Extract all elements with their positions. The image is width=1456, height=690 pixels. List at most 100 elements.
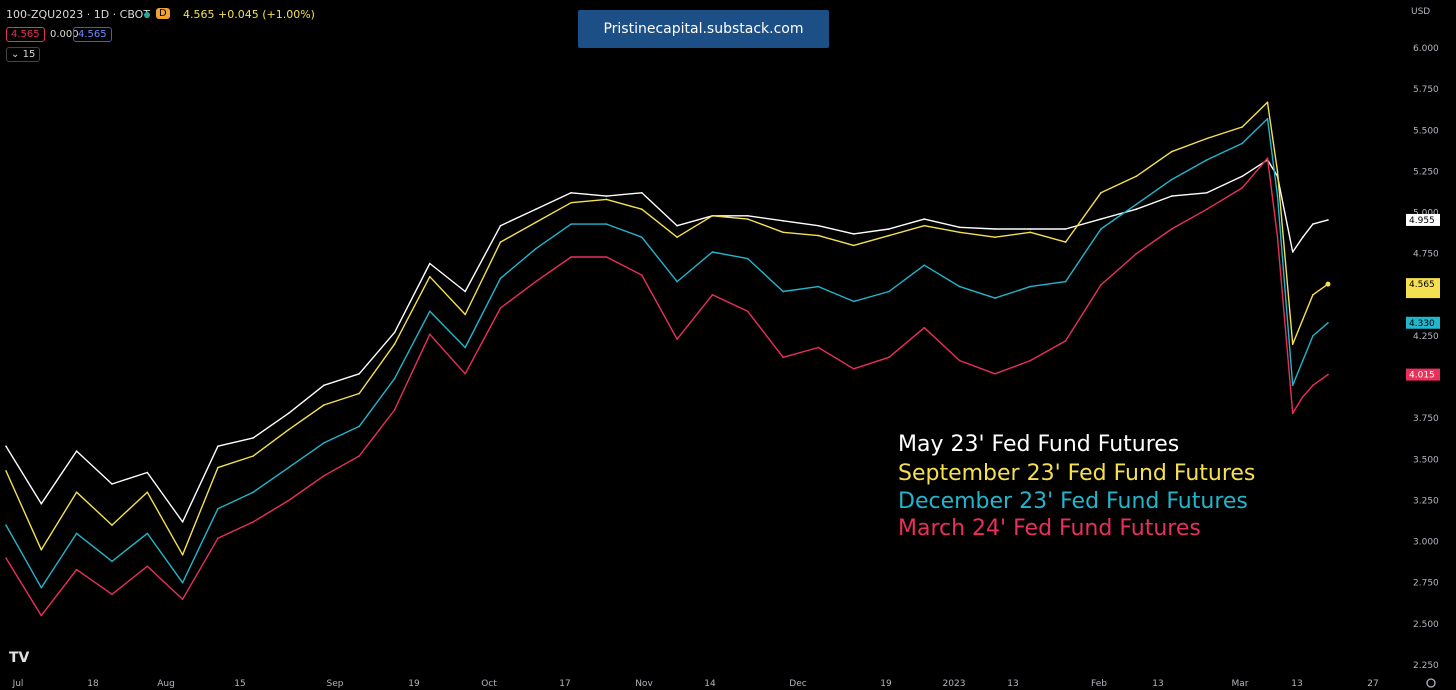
tradingview-logo[interactable]: TV: [9, 650, 30, 666]
data-point: [75, 450, 78, 452]
x-tick-label: 15: [234, 679, 245, 689]
data-point: [111, 593, 113, 596]
data-point: [676, 280, 678, 283]
data-point: [393, 377, 396, 380]
data-point: [1170, 150, 1173, 153]
data-point: [1135, 252, 1138, 255]
x-tick-label: Nov: [635, 679, 653, 689]
data-point: [570, 192, 572, 194]
x-tick-label: 13: [1291, 679, 1302, 689]
spread-value: 0.000: [50, 29, 79, 40]
data-point: [323, 404, 325, 406]
legend-december: December 23' Fed Fund Futures: [898, 489, 1248, 514]
data-point: [1064, 280, 1067, 283]
data-point: [181, 521, 184, 523]
data-point: [1100, 284, 1102, 286]
data-point: [1327, 373, 1329, 376]
data-point: [1241, 175, 1243, 178]
data-point: [111, 524, 113, 526]
data-point: [1291, 251, 1294, 253]
data-point: [923, 326, 926, 329]
data-point: [535, 221, 537, 224]
data-point: [852, 233, 855, 235]
data-point: [1029, 359, 1032, 362]
data-point: [1029, 228, 1032, 230]
last-price-tags: 4.955 4.565 4.330 4.015: [1406, 213, 1440, 381]
y-tick-label: 2.750: [1413, 579, 1439, 589]
data-point: [958, 359, 961, 362]
data-point: [570, 256, 572, 258]
gear-icon[interactable]: [1426, 678, 1436, 688]
data-point: [605, 198, 608, 201]
x-tick-label: Oct: [481, 679, 497, 689]
data-point: [499, 241, 502, 243]
y-tick-label: 2.500: [1413, 620, 1439, 630]
legend-march: March 24' Fed Fund Futures: [898, 516, 1201, 541]
y-tick-label: 4.250: [1413, 332, 1439, 342]
last-price-tag-bg: [1406, 213, 1440, 226]
series-line-march[interactable]: [5, 157, 1329, 617]
data-point: [464, 373, 467, 375]
data-point: [1327, 219, 1329, 221]
data-point: [40, 503, 43, 505]
data-point: [429, 333, 431, 336]
symbol-title[interactable]: 100-ZQU2023 · 1D · CBOT: [6, 8, 151, 21]
data-point: [711, 251, 714, 253]
x-tick-label: Jul: [12, 679, 24, 689]
x-tick-label: 18: [87, 679, 99, 689]
price-axis[interactable]: USD 6.0005.7505.5005.2505.0004.7504.5004…: [1411, 7, 1439, 671]
data-point: [181, 554, 184, 556]
data-point: [75, 532, 78, 535]
x-tick-label: 17: [559, 679, 570, 689]
time-axis[interactable]: Jul 18 Aug 15 Sep 19 Oct 17 Nov 14 Dec 19 2023 13 Feb 1…: [12, 679, 1379, 689]
data-point: [1064, 228, 1067, 230]
data-point: [217, 507, 219, 510]
series-line-september[interactable]: [5, 101, 1329, 556]
data-point: [111, 483, 113, 485]
data-point: [605, 256, 608, 258]
data-point: [888, 290, 890, 293]
buy-chip[interactable]: 4.565: [73, 27, 112, 42]
source-watermark: Pristinecapital.substack.com: [578, 10, 829, 48]
series-line-may[interactable]: [5, 159, 1329, 523]
data-point: [75, 491, 78, 494]
x-tick-label: 27: [1367, 679, 1378, 689]
market-status-dot: [144, 12, 150, 18]
data-point: [888, 356, 890, 359]
sell-chip[interactable]: 4.565: [6, 27, 45, 42]
data-point: [641, 192, 643, 194]
data-point: [888, 234, 890, 237]
data-point: [252, 521, 254, 523]
data-point: [1266, 101, 1269, 104]
data-point: [958, 226, 961, 229]
data-point: [1241, 187, 1243, 189]
data-point: [499, 224, 502, 227]
data-point: [817, 224, 820, 227]
data-point: [323, 384, 325, 387]
data-point: [1135, 175, 1138, 178]
legend-may: May 23' Fed Fund Futures: [898, 432, 1180, 457]
data-point: [464, 290, 467, 293]
data-point: [1291, 412, 1294, 415]
data-point: [146, 532, 149, 535]
series-line-december[interactable]: [5, 117, 1329, 589]
series-layer: [5, 101, 1331, 617]
y-tick-label: 6.000: [1413, 44, 1439, 54]
data-point: [287, 412, 290, 415]
data-point: [40, 586, 43, 589]
data-point: [1029, 285, 1032, 288]
y-tick-label: 5.000: [1413, 209, 1439, 219]
data-point: [641, 274, 643, 276]
data-point: [287, 466, 290, 469]
data-point: [605, 223, 608, 225]
x-tick-label: Feb: [1091, 679, 1107, 689]
data-point: [1241, 126, 1243, 128]
x-tick-label: 19: [880, 679, 892, 689]
y-tick-label: 3.000: [1413, 538, 1439, 548]
data-point: [746, 257, 749, 260]
collapse-indicators-button[interactable]: ⌄ 15: [6, 47, 41, 62]
y-tick-label: 5.750: [1413, 85, 1439, 95]
data-point: [393, 343, 396, 346]
last-price-tag-bg: [1406, 316, 1440, 329]
